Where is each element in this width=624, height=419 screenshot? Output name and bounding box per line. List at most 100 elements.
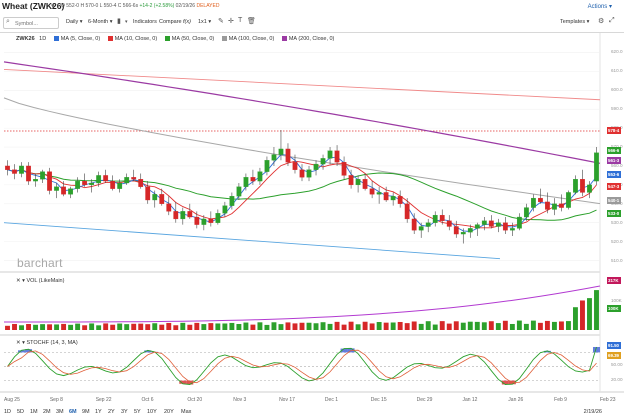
trash-icon[interactable]: 🗑 (247, 18, 256, 25)
volume-bar (348, 321, 354, 330)
volume-bar (257, 322, 263, 330)
templates-label: Templates (560, 19, 586, 25)
volume-bar (580, 300, 585, 330)
volume-bar (208, 323, 214, 330)
fullscreen-icon[interactable]: ⤢ (609, 17, 615, 24)
settings-gear-icon[interactable]: ⚙ (598, 18, 605, 25)
compare-button[interactable]: Compare (159, 19, 182, 25)
range-button-1m[interactable]: 1M (30, 409, 38, 415)
candle-body (390, 196, 396, 201)
candle-body (54, 186, 59, 191)
price-tick-label: 600.0 (611, 87, 623, 93)
actions-menu[interactable]: Actions ▾ (587, 4, 612, 10)
axis-value-tag: 91.50 (607, 342, 621, 349)
range-button-3y[interactable]: 3Y (121, 409, 128, 415)
pencil-icon[interactable]: ✎ (218, 18, 224, 25)
text-tool-icon[interactable]: T (238, 17, 243, 24)
ohlc-values: O 552-0 H 570-0 L 550-4 C 566-6s (61, 3, 139, 9)
candle-body (453, 226, 459, 235)
ma100-swatch (221, 36, 227, 41)
search-input[interactable] (15, 19, 57, 28)
candle-body (516, 216, 522, 229)
price-tag: 566-6 (607, 147, 621, 154)
range-button-5y[interactable]: 5Y (134, 409, 141, 415)
date-tick-label: Oct 20 (187, 397, 203, 403)
range-date[interactable]: 2/19/26 (583, 409, 602, 415)
volume-bar (474, 321, 480, 330)
volume-bar (89, 323, 95, 330)
crosshair-icon[interactable]: ✛ (228, 18, 234, 25)
candlestick-icon[interactable]: ▮ (117, 18, 121, 25)
ma200-line (3, 61, 601, 164)
range-button-6m[interactable]: 6M (69, 409, 77, 415)
legend-ma50[interactable]: MA (50, Close, 0) (164, 36, 218, 42)
volume-bar (201, 324, 207, 330)
date-tick-label: Aug 25 (4, 397, 20, 403)
fx-button[interactable]: f(x) (183, 19, 191, 25)
candle-body (488, 220, 494, 227)
range-button-20y[interactable]: 20Y (164, 409, 174, 415)
period-select[interactable]: 6-Month ▾ (88, 19, 113, 25)
date-tick-label: Jan 12 (462, 397, 478, 403)
volume-bar (12, 323, 17, 330)
indicators-button[interactable]: Indicators (133, 19, 157, 25)
volume-bar (362, 321, 368, 330)
volume-bar (432, 324, 438, 330)
symbol-search[interactable]: ⌕ (3, 17, 59, 29)
date-tick-label: Sep 8 (49, 397, 63, 403)
candle-body (587, 184, 592, 193)
volume-bar (502, 320, 508, 330)
candle-body (12, 169, 17, 174)
candle-body (208, 218, 214, 223)
candle-body (495, 222, 501, 227)
candle-body (131, 177, 137, 180)
ma100-label: MA (100, Close, 0) (228, 36, 275, 42)
chart-type-chevron-icon[interactable]: ▾ (125, 19, 128, 25)
range-button-10y[interactable]: 10Y (147, 409, 157, 415)
stoch-overbought-fill (144, 350, 152, 353)
volume-bar (229, 322, 235, 330)
range-button-1d[interactable]: 1D (4, 409, 12, 415)
candle-body (271, 154, 277, 161)
candle-body (425, 222, 431, 227)
candle-body (355, 179, 361, 186)
candle-body (334, 150, 340, 163)
stoch-pane-label: ✕ ▾ STOCHF (14, 3, MA) (16, 340, 78, 346)
candle-body (264, 160, 270, 172)
volume-bar (271, 322, 277, 330)
interval-select[interactable]: Daily ▾ (66, 19, 83, 25)
range-button-2y[interactable]: 2Y (108, 409, 115, 415)
layout-select[interactable]: 1x1 ▾ (198, 19, 212, 25)
legend-ma10[interactable]: MA (10, Close, 0) (107, 36, 161, 42)
legend-symbol[interactable]: ZWK26 1D (16, 36, 49, 42)
price-tick-label: 570.0 (611, 144, 623, 149)
volume-bar (40, 324, 46, 330)
chart-legend: ZWK26 1D MA (5, Close, 0) MA (10, Close,… (16, 36, 340, 42)
candle-body (552, 203, 557, 210)
layout-label: 1x1 (198, 19, 207, 25)
range-button-5d[interactable]: 5D (17, 409, 25, 415)
range-button-9m[interactable]: 9M (82, 409, 90, 415)
legend-ma5[interactable]: MA (5, Close, 0) (53, 36, 103, 42)
candle-body (306, 169, 312, 178)
candle-body (173, 211, 179, 220)
chevron-down-icon[interactable]: ▾ (51, 3, 55, 10)
templates-button[interactable]: Templates ▾ (560, 19, 590, 25)
candle-body (61, 186, 66, 195)
legend-ma100[interactable]: MA (100, Close, 0) (221, 36, 278, 42)
range-button-2m[interactable]: 2M (43, 409, 51, 415)
quote-line: O 552-0 H 570-0 L 550-4 C 566-6s +14-2 (… (61, 3, 219, 9)
range-button-3m[interactable]: 3M (56, 409, 64, 415)
range-button-max[interactable]: Max (181, 409, 192, 415)
volume-bar (523, 323, 529, 330)
volume-bar (243, 322, 249, 330)
candle-body (19, 165, 24, 174)
range-button-1y[interactable]: 1Y (95, 409, 102, 415)
candle-body (566, 192, 571, 208)
price-tick-label: 620.0 (611, 49, 623, 55)
symbol-title[interactable]: Wheat (ZWK26) (2, 1, 65, 11)
legend-ma200[interactable]: MA (200, Close, 0) (281, 36, 338, 42)
volume-bar (565, 321, 571, 330)
candle-body (404, 203, 410, 220)
